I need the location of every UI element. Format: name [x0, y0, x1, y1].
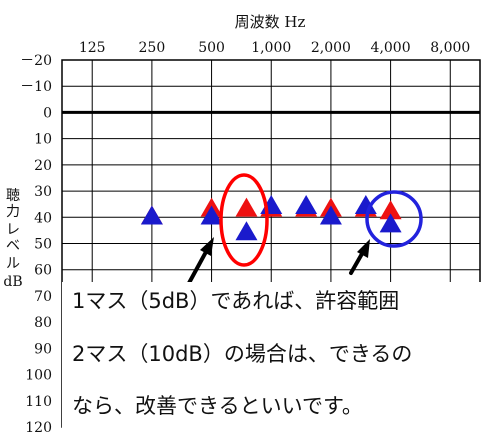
triangle-marker-series-1 — [379, 200, 402, 220]
tick-labels: －20 －10 0 10 20 30 40 50 60 70 80 90 100 110 120 125 250… — [20, 40, 470, 436]
x-tick-label: 500 — [198, 40, 225, 56]
y-tick-label: 100 — [25, 368, 52, 384]
y-tick-label: 60 — [34, 263, 52, 279]
y-axis-title-char-2: 力 — [6, 204, 20, 220]
highlight-circle-blue — [365, 190, 423, 248]
arrow-left — [187, 237, 214, 285]
x-axis-title: 周波数 Hz — [235, 13, 306, 31]
y-axis-title-char-6: dB — [3, 274, 22, 290]
triangle-marker-series-2 — [235, 221, 258, 241]
x-tick-label: 4,000 — [371, 40, 411, 56]
y-tick-label: 50 — [34, 237, 52, 253]
x-tick-label: 250 — [139, 40, 166, 56]
triangle-marker-series-1 — [235, 197, 258, 217]
arrow-right — [349, 239, 370, 275]
note-line-2: 2マス（10dB）の場合は、できるの — [72, 342, 412, 366]
x-tick-label: 2,000 — [311, 40, 351, 56]
annotations — [187, 173, 423, 285]
y-tick-label: －10 — [20, 79, 52, 95]
x-tick-label: 8,000 — [430, 40, 470, 56]
y-axis-title: 聴 力 レ ベ ル dB — [3, 188, 22, 290]
triangle-marker-series-2 — [319, 205, 342, 225]
triangle-marker-series-2 — [354, 195, 377, 215]
x-tick-label: 1,000 — [251, 40, 291, 56]
triangle-marker-series-2 — [379, 213, 402, 233]
note-background — [62, 282, 500, 440]
y-tick-label: 0 — [43, 105, 52, 121]
y-tick-label: －20 — [20, 53, 52, 69]
note-line-3: なら、改善できるといいです。 — [72, 394, 363, 418]
y-tick-label: 110 — [25, 394, 52, 410]
y-tick-label: 30 — [34, 184, 52, 200]
y-axis-title-char-5: ル — [6, 256, 20, 272]
y-tick-label: 90 — [34, 341, 52, 357]
y-axis-title-char-1: 聴 — [6, 188, 20, 204]
note-line-1: 1マス（5dB）であれば、許容範囲 — [72, 289, 399, 313]
triangle-marker-series-2 — [200, 205, 223, 225]
triangle-marker-series-2 — [140, 205, 163, 225]
y-tick-label: 70 — [34, 289, 52, 305]
y-tick-label: 20 — [34, 158, 52, 174]
y-tick-label: 10 — [34, 132, 52, 148]
triangle-marker-series-2 — [295, 195, 318, 215]
x-tick-label: 125 — [79, 40, 106, 56]
y-tick-label: 120 — [25, 420, 52, 436]
y-axis-title-char-3: レ — [6, 222, 20, 238]
y-axis-title-char-4: ベ — [6, 238, 20, 254]
y-tick-label: 80 — [34, 315, 52, 331]
note-text-block: 1マス（5dB）であれば、許容範囲 2マス（10dB）の場合は、できるの なら、… — [62, 282, 500, 440]
highlight-ellipse-red — [219, 173, 269, 267]
y-tick-label: 40 — [34, 210, 52, 226]
